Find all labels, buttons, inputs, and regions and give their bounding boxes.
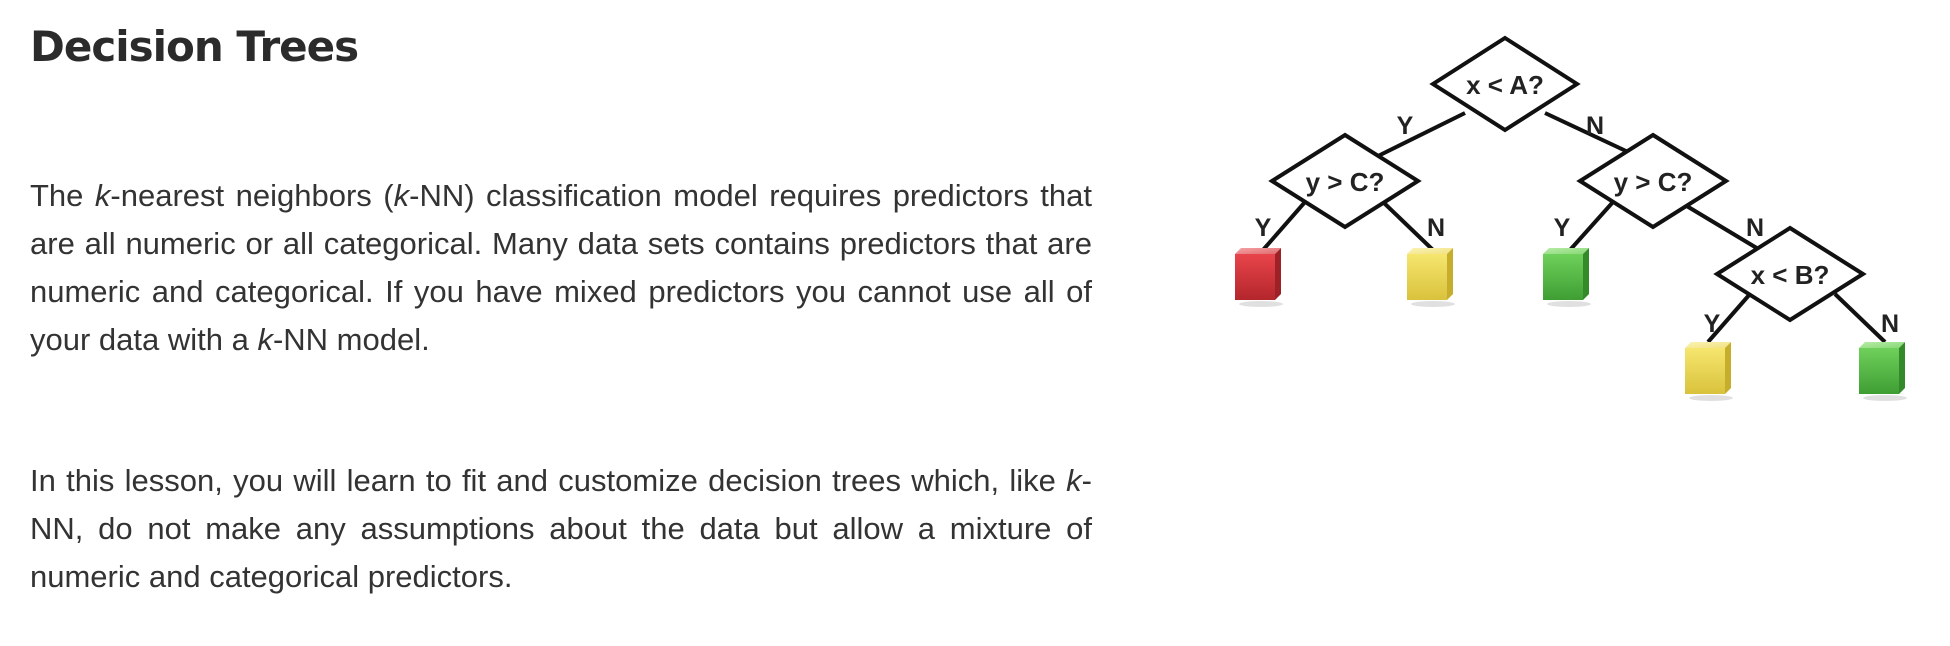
node-root: x < A? [1429,35,1581,133]
edge-label-yes: Y [1704,310,1721,338]
edge-label-no: N [1746,214,1764,242]
node-right-label: y > C? [1614,167,1693,197]
decision-tree-diagram: x < A? y > C? y > C? x < B? Y N Y N Y N … [1225,30,1925,410]
leaf-yellow-cube [1685,342,1733,401]
lesson-paragraph: In this lesson, you will learn to fit an… [30,463,1092,594]
node-root-label: x < A? [1466,70,1544,100]
leaf-green-cube [1859,342,1907,401]
leaf-red-cube [1235,248,1283,307]
edge-label-no: N [1586,112,1604,140]
node-left-label: y > C? [1306,167,1385,197]
edge-rr-leaf-green [1833,292,1887,344]
edge-right-leaf-green [1568,200,1615,252]
node-right-right: x < B? [1713,225,1867,323]
edge-right-right [1678,200,1762,252]
edge-label-yes: Y [1397,112,1414,140]
edge-label-yes: Y [1255,214,1272,242]
edge-label-no: N [1881,310,1899,338]
page-title: Decision Trees [30,22,359,71]
node-right: y > C? [1576,132,1730,230]
edge-rr-leaf-yellow [1706,292,1752,344]
intro-paragraph: The k-nearest neighbors (k-NN) classific… [30,178,1093,357]
node-left: y > C? [1268,132,1422,230]
edge-left-leaf-red [1261,200,1307,252]
edge-root-left [1371,111,1466,161]
edge-left-leaf-yellow [1381,200,1435,252]
node-right-right-label: x < B? [1751,260,1830,290]
leaf-yellow-cube [1407,248,1455,307]
leaf-green-cube [1543,248,1591,307]
edge-label-yes: Y [1554,214,1571,242]
edge-label-no: N [1427,214,1445,242]
